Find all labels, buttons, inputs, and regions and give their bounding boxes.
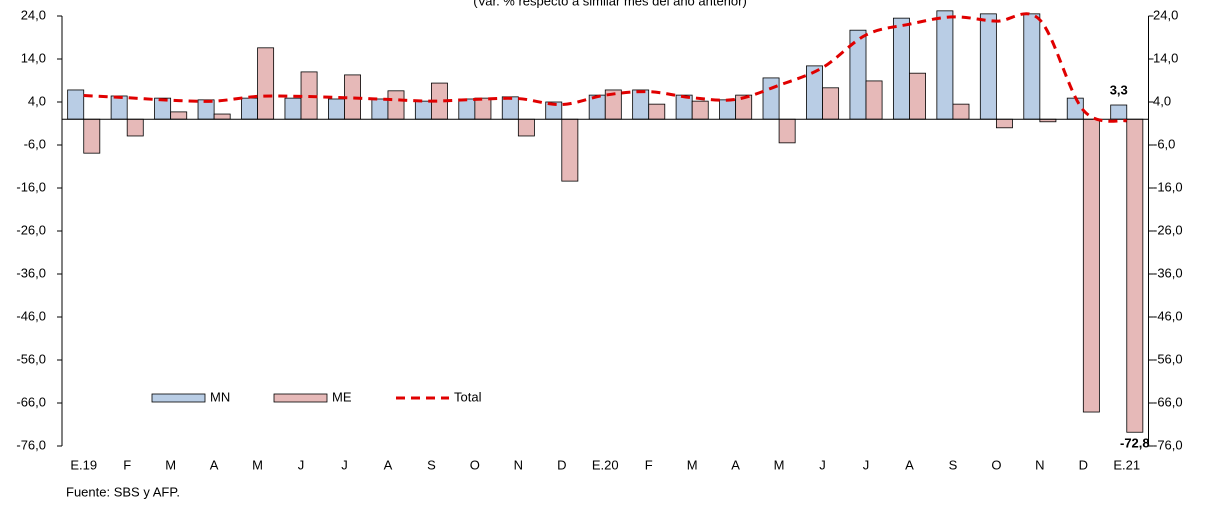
x-tick-label: E.19	[70, 457, 97, 472]
x-tick-label: M	[252, 457, 263, 472]
bar	[284, 97, 302, 120]
legend-label: ME	[332, 389, 352, 404]
y2-tick-label: -46,0	[1153, 308, 1183, 323]
bar	[995, 118, 1013, 129]
line	[83, 12, 1128, 123]
legend-swatch	[151, 393, 206, 403]
bar	[778, 118, 796, 144]
bar	[67, 89, 85, 120]
bar	[328, 98, 345, 120]
y-tick-label: -66,0	[16, 394, 46, 409]
bar	[1110, 104, 1128, 120]
y-tick-label: -26,0	[16, 222, 46, 237]
bar	[892, 17, 910, 120]
bar	[909, 72, 926, 120]
bar	[517, 118, 535, 137]
x-tick-label: E.20	[592, 457, 619, 472]
legend-label: Total	[454, 389, 482, 404]
chart-subtitle: (Var. % respecto a similar mes del año a…	[473, 0, 747, 8]
bar	[719, 99, 737, 120]
bar	[83, 118, 101, 154]
x-tick-label: O	[470, 457, 480, 472]
legend-label: MN	[210, 389, 230, 404]
bar	[257, 47, 275, 120]
bar	[1082, 118, 1100, 413]
data-label: 3,3	[1110, 82, 1128, 97]
x-tick-label: A	[384, 457, 393, 472]
x-tick-label: D	[1079, 457, 1088, 472]
data-label: -72,8	[1120, 436, 1150, 451]
y2-tick-label: -66,0	[1153, 394, 1183, 409]
bar	[865, 80, 883, 120]
bar	[691, 100, 709, 120]
y-tick-label: -46,0	[16, 308, 46, 323]
x-tick-label: J	[298, 457, 305, 472]
y-tick-label: -16,0	[16, 179, 46, 194]
y-tick-label: -56,0	[16, 351, 46, 366]
bar	[458, 98, 476, 120]
bar	[648, 103, 666, 120]
bar	[414, 100, 432, 120]
bar	[952, 103, 970, 120]
bar	[501, 96, 519, 120]
y2-tick-label: -36,0	[1153, 265, 1183, 280]
y2-tick-label: 4,0	[1153, 93, 1171, 108]
bar	[1023, 13, 1041, 120]
bar	[822, 87, 840, 120]
x-tick-label: M	[165, 457, 176, 472]
bar	[806, 65, 823, 120]
bar	[170, 111, 188, 120]
bar	[588, 94, 606, 120]
x-tick-label: E.21	[1113, 457, 1140, 472]
y2-tick-label: 14,0	[1153, 50, 1178, 65]
bar	[371, 98, 389, 120]
bar	[1126, 118, 1144, 433]
y-tick-label: 24,0	[21, 7, 46, 22]
bar	[561, 118, 579, 182]
bar	[979, 13, 997, 120]
x-tick-label: A	[731, 457, 740, 472]
bar	[126, 118, 144, 137]
y2-tick-label: -16,0	[1153, 179, 1183, 194]
bar	[387, 90, 405, 120]
y2-tick-label: -26,0	[1153, 222, 1183, 237]
x-tick-label: A	[905, 457, 914, 472]
bar	[474, 97, 492, 120]
y2-tick-label: -6,0	[1153, 136, 1175, 151]
x-tick-label: A	[210, 457, 219, 472]
x-tick-label: S	[427, 457, 436, 472]
y-tick-label: 14,0	[21, 50, 46, 65]
y2-tick-label: 24,0	[1153, 7, 1178, 22]
bar	[762, 77, 780, 120]
x-tick-label: F	[123, 457, 131, 472]
y-tick-label: -6,0	[24, 136, 46, 151]
bar	[241, 97, 258, 120]
source-note: Fuente: SBS y AFP.	[66, 484, 180, 499]
y-tick-label: -76,0	[16, 437, 46, 452]
x-tick-label: F	[645, 457, 653, 472]
x-tick-label: M	[687, 457, 698, 472]
y2-tick-label: -56,0	[1153, 351, 1183, 366]
bar	[110, 95, 128, 120]
bar	[936, 10, 954, 120]
x-tick-label: J	[341, 457, 348, 472]
x-tick-label: D	[557, 457, 566, 472]
x-tick-label: M	[774, 457, 785, 472]
bar	[1066, 97, 1084, 120]
y-tick-label: 4,0	[28, 93, 46, 108]
legend-swatch	[273, 393, 328, 403]
x-tick-label: N	[514, 457, 523, 472]
y-tick-label: -36,0	[16, 265, 46, 280]
bar	[213, 113, 231, 120]
x-tick-label: N	[1035, 457, 1044, 472]
x-tick-label: O	[991, 457, 1001, 472]
x-tick-label: S	[949, 457, 958, 472]
x-tick-label: J	[863, 457, 870, 472]
x-tick-label: J	[819, 457, 826, 472]
bar	[632, 89, 650, 120]
y2-tick-label: -76,0	[1153, 437, 1183, 452]
